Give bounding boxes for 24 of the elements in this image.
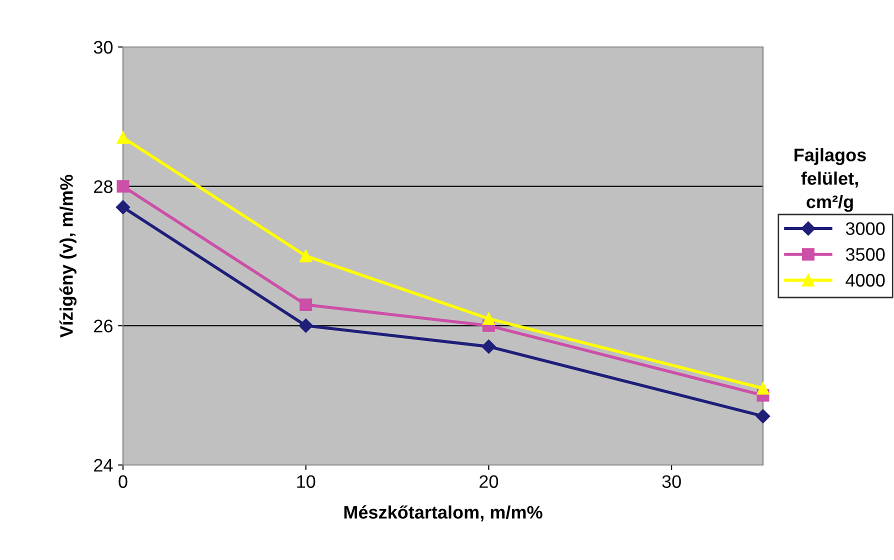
y-tick-label: 30 bbox=[94, 40, 113, 54]
point bbox=[756, 382, 770, 395]
point bbox=[116, 180, 130, 193]
y-tick-label: 28 bbox=[94, 180, 112, 194]
legend-title: Fajlagos felület, cm²/g bbox=[794, 148, 866, 212]
point bbox=[116, 200, 130, 214]
x-tick-label: 20 bbox=[480, 475, 498, 488]
point bbox=[482, 312, 495, 325]
x-axis-title: Mészkőtartalom, m/m% bbox=[344, 505, 542, 522]
x-tick-label: 10 bbox=[297, 475, 316, 488]
point bbox=[116, 131, 130, 144]
legend-label: 3500 bbox=[846, 248, 885, 261]
point bbox=[756, 409, 770, 424]
point bbox=[482, 339, 496, 354]
point bbox=[300, 250, 312, 262]
point bbox=[300, 298, 312, 312]
y-axis-title: Vízigény (v), m/m% bbox=[59, 174, 77, 338]
x-tick-label: 0 bbox=[118, 475, 128, 488]
y-tick-label: 26 bbox=[94, 320, 112, 332]
legend-label: 4000 bbox=[846, 274, 885, 287]
x-tick-label: 30 bbox=[662, 475, 681, 488]
point bbox=[298, 318, 313, 333]
legend-label: 3000 bbox=[846, 222, 885, 235]
y-tick-label: 24 bbox=[94, 458, 113, 472]
